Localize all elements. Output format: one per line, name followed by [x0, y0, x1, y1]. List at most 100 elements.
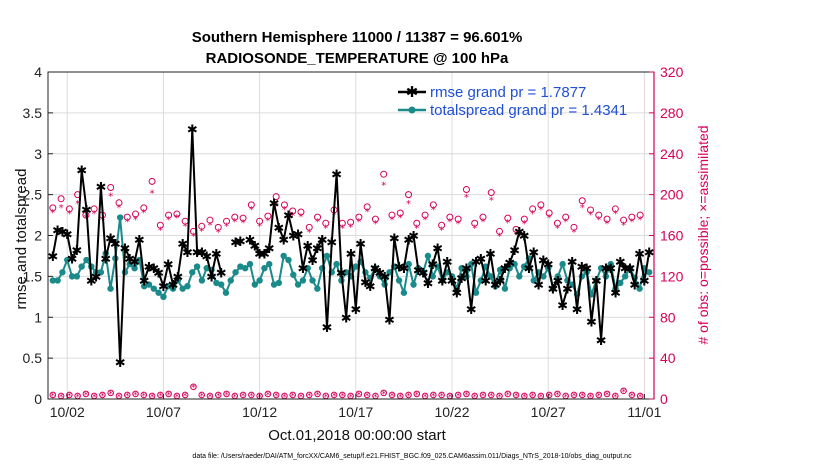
bottom-obs-assimilated-point: * — [340, 392, 345, 402]
obs-possible-point — [595, 211, 603, 219]
y2-tick-label: 120 — [660, 268, 684, 284]
y-tick-label: 1 — [34, 309, 42, 325]
rmse-point: ✱ — [71, 244, 82, 259]
rmse-point: ✱ — [259, 247, 270, 262]
bottom-obs-possible-point — [620, 387, 627, 395]
totalspread-point — [496, 266, 504, 274]
rmse-point: ✱ — [230, 236, 241, 251]
legend-spread-label: totalspread grand pr = 1.4341 — [430, 102, 627, 119]
obs-possible-point — [454, 215, 462, 223]
bottom-obs-assimilated-point: * — [191, 384, 196, 394]
totalspread-point — [621, 273, 629, 280]
bottom-obs-assimilated-point: * — [75, 393, 80, 403]
rmse-point: ✱ — [504, 256, 515, 271]
rmse-point: ✱ — [485, 247, 496, 262]
totalspread-point — [400, 289, 408, 296]
bottom-obs-assimilated-point: * — [224, 391, 229, 401]
obs-assimilated-point: * — [298, 212, 303, 223]
bottom-obs-possible-point — [107, 389, 115, 397]
obs-assimilated-point: * — [340, 223, 345, 234]
rmse-point: ✱ — [302, 239, 313, 254]
rmse-point: ✱ — [495, 274, 506, 289]
obs-assimilated-point: * — [348, 222, 353, 233]
obs-possible-point — [156, 221, 164, 229]
rmse-point: ✱ — [269, 197, 280, 212]
rmse-point: ✱ — [105, 232, 116, 247]
totalspread-point — [107, 285, 114, 292]
obs-assimilated-point: * — [596, 215, 601, 226]
bottom-obs-possible-point — [289, 391, 297, 399]
rmse-point: ✱ — [158, 280, 169, 295]
obs-assimilated-point: * — [580, 203, 585, 214]
obs-assimilated-point: * — [414, 223, 419, 234]
rmse-point: ✱ — [293, 228, 304, 243]
bottom-obs-possible-point — [49, 391, 57, 399]
bottom-obs-assimilated-point: * — [282, 393, 287, 403]
y-tick-label: 2.5 — [23, 187, 43, 203]
obs-possible-point — [305, 223, 313, 231]
obs-possible-point — [49, 204, 57, 212]
obs-possible-point — [140, 204, 148, 212]
rmse-point: ✱ — [134, 234, 145, 249]
totalspread-point — [472, 289, 480, 296]
obs-assimilated-point: * — [547, 213, 552, 224]
bottom-obs-assimilated-point: * — [580, 392, 585, 402]
rmse-point: ✱ — [562, 283, 573, 298]
obs-assimilated-point: * — [290, 211, 295, 222]
chart-title: Southern Hemisphere 11000 / 11387 = 96.6… — [192, 29, 523, 46]
totalspread-point — [554, 273, 562, 280]
totalspread-point — [140, 282, 148, 290]
obs-assimilated-point: * — [323, 223, 328, 234]
rmse-point: ✱ — [52, 224, 63, 239]
totalspread-point — [73, 273, 81, 280]
y2-axis-label: # of obs: o=possible; ×=assimilated — [695, 125, 711, 344]
obs-assimilated-point: * — [431, 205, 436, 216]
totalspread-point — [410, 281, 417, 288]
rmse-point: ✱ — [567, 256, 578, 271]
bottom-obs-possible-point — [248, 391, 255, 399]
bottom-obs-possible-point — [479, 391, 487, 399]
rmse-point: ✱ — [177, 238, 188, 253]
obs-possible-point — [206, 216, 214, 224]
rmse-point: ✱ — [605, 262, 616, 277]
bottom-obs-possible-point — [355, 390, 363, 398]
rmse-point: ✱ — [341, 311, 352, 326]
totalspread-point — [636, 285, 643, 292]
obs-assimilated-point: * — [265, 216, 270, 227]
obs-assimilated-point: * — [116, 203, 121, 214]
rmse-point: ✱ — [413, 264, 424, 279]
bottom-obs-assimilated-point: * — [597, 392, 602, 402]
rmse-point: ✱ — [278, 234, 289, 249]
bottom-obs-assimilated-point: * — [448, 393, 453, 403]
totalspread-point — [193, 263, 201, 270]
rmse-point: ✱ — [307, 254, 318, 269]
bottom-obs-assimilated-point: * — [514, 392, 519, 402]
rmse-point: ✱ — [466, 303, 477, 318]
obs-possible-point — [363, 203, 371, 211]
obs-assimilated-point: * — [588, 210, 593, 221]
rmse-point: ✱ — [235, 235, 246, 250]
rmse-point: ✱ — [398, 262, 409, 277]
bottom-obs-assimilated-point: * — [100, 392, 105, 402]
obs-possible-point — [405, 191, 413, 199]
obs-assimilated-point: * — [50, 208, 55, 219]
totalspread-point — [251, 281, 259, 288]
totalspread-point — [246, 260, 254, 268]
totalspread-point — [424, 252, 432, 260]
bottom-obs-assimilated-point: * — [555, 391, 560, 401]
rmse-point: ✱ — [586, 315, 597, 330]
totalspread-point — [116, 214, 124, 221]
obs-possible-point — [570, 223, 578, 231]
totalspread-point — [241, 265, 249, 272]
obs-possible-point — [529, 205, 537, 213]
bottom-obs-assimilated-point: * — [621, 388, 626, 398]
rmse-point: ✱ — [514, 225, 525, 240]
bottom-obs-assimilated-point: * — [481, 392, 486, 402]
totalspread-point — [150, 285, 158, 292]
rmse-point: ✱ — [288, 230, 299, 245]
rmse-point: ✱ — [403, 234, 414, 249]
bottom-obs-assimilated-point: * — [588, 393, 593, 403]
rmse-point: ✱ — [538, 254, 549, 269]
rmse-point: ✱ — [548, 283, 559, 298]
totalspread-point — [458, 265, 465, 272]
